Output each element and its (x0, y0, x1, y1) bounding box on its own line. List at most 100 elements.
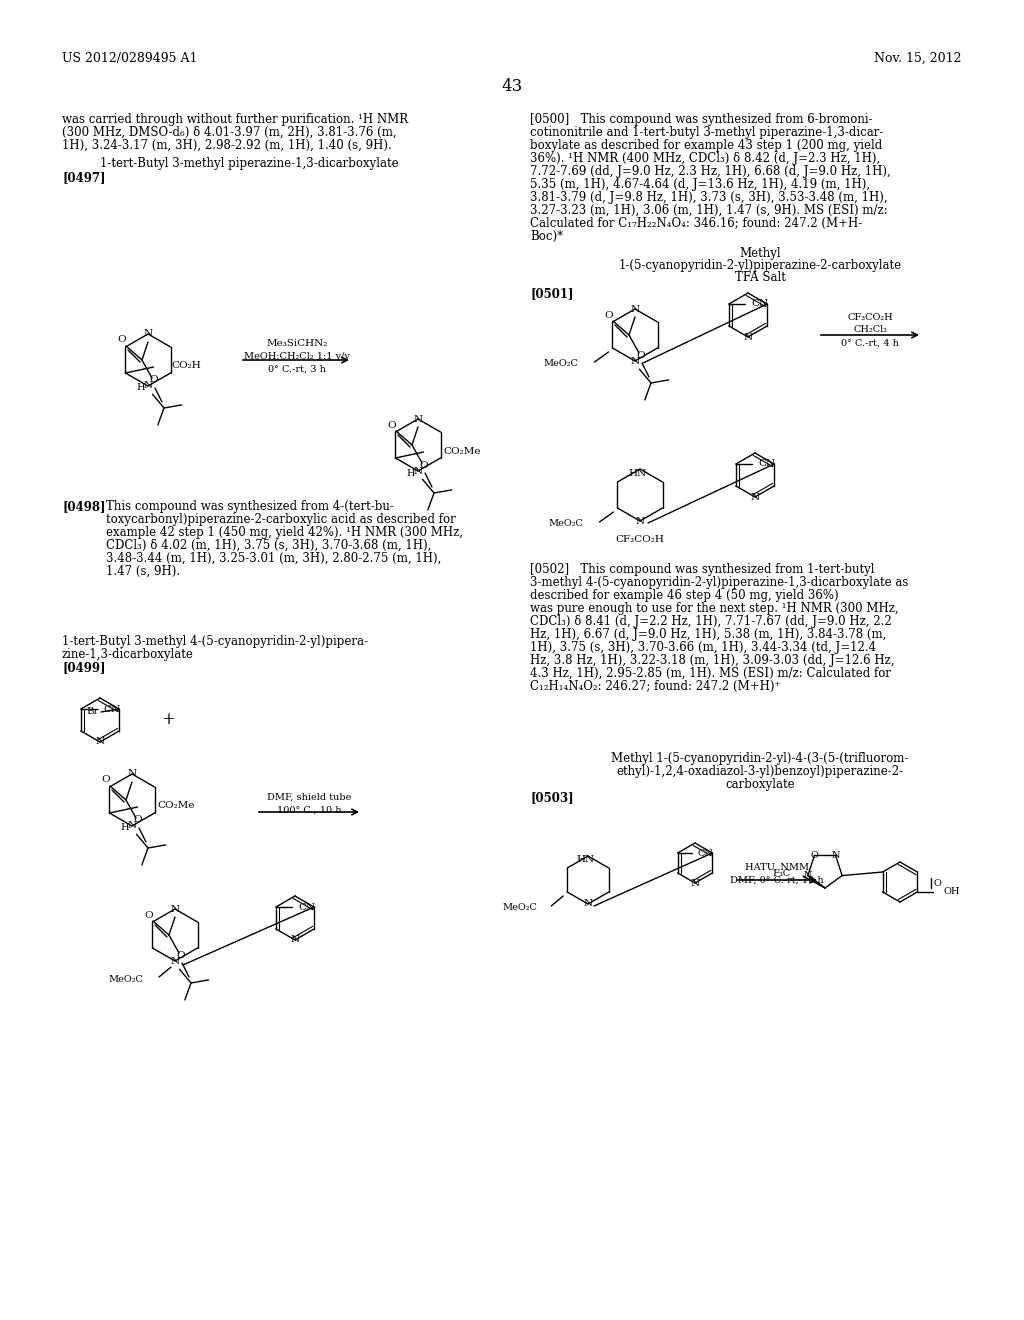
Text: Br: Br (86, 708, 99, 717)
Text: was carried through without further purification. ¹H NMR: was carried through without further puri… (62, 114, 409, 125)
Text: N: N (636, 516, 644, 525)
Text: 100° C., 10 h: 100° C., 10 h (276, 805, 341, 814)
Text: [0498]: [0498] (62, 500, 105, 513)
Text: N: N (631, 356, 640, 366)
Text: O: O (933, 879, 941, 888)
Text: O: O (144, 911, 154, 920)
Text: CDCl₃) δ 4.02 (m, 1H), 3.75 (s, 3H), 3.70-3.68 (m, 1H),: CDCl₃) δ 4.02 (m, 1H), 3.75 (s, 3H), 3.7… (106, 539, 431, 552)
Text: O: O (810, 851, 818, 859)
Text: HN: HN (629, 469, 647, 478)
Text: N: N (414, 466, 423, 475)
Text: 3-methyl 4-(5-cyanopyridin-2-yl)piperazine-1,3-dicarboxylate as: 3-methyl 4-(5-cyanopyridin-2-yl)piperazi… (530, 576, 908, 589)
Text: 4.3 Hz, 1H), 2.95-2.85 (m, 1H). MS (ESI) m/z: Calculated for: 4.3 Hz, 1H), 2.95-2.85 (m, 1H). MS (ESI)… (530, 667, 891, 680)
Text: H: H (121, 824, 129, 833)
Text: Me₃SiCHN₂: Me₃SiCHN₂ (266, 338, 328, 347)
Text: 1-tert-Butyl 3-methyl piperazine-1,3-dicarboxylate: 1-tert-Butyl 3-methyl piperazine-1,3-dic… (100, 157, 398, 170)
Text: CO₂H: CO₂H (171, 362, 202, 371)
Text: C₁₂H₁₄N₄O₂: 246.27; found: 247.2 (M+H)⁺: C₁₂H₁₄N₄O₂: 246.27; found: 247.2 (M+H)⁺ (530, 680, 780, 693)
Text: N: N (291, 936, 300, 945)
Text: [0499]: [0499] (62, 661, 105, 675)
Text: O: O (637, 351, 645, 359)
Text: [0501]: [0501] (530, 286, 573, 300)
Text: Calculated for C₁₇H₂₂N₄O₄: 346.16; found: 247.2 (M+H-: Calculated for C₁₇H₂₂N₄O₄: 346.16; found… (530, 216, 862, 230)
Text: toxycarbonyl)piperazine-2-carboxylic acid as described for: toxycarbonyl)piperazine-2-carboxylic aci… (106, 513, 456, 525)
Text: CN: CN (103, 705, 120, 714)
Text: OH: OH (943, 887, 959, 896)
Text: CN: CN (697, 849, 714, 858)
Text: O: O (118, 335, 126, 345)
Text: US 2012/0289495 A1: US 2012/0289495 A1 (62, 51, 198, 65)
Text: 3.27-3.23 (m, 1H), 3.06 (m, 1H), 1.47 (s, 9H). MS (ESI) m/z:: 3.27-3.23 (m, 1H), 3.06 (m, 1H), 1.47 (s… (530, 205, 888, 216)
Text: O: O (150, 375, 159, 384)
Text: (300 MHz, DMSO-d₆) δ 4.01-3.97 (m, 2H), 3.81-3.76 (m,: (300 MHz, DMSO-d₆) δ 4.01-3.97 (m, 2H), … (62, 125, 396, 139)
Text: H: H (407, 469, 416, 478)
Text: Methyl 1-(5-cyanopyridin-2-yl)-4-(3-(5-(trifluorom-: Methyl 1-(5-cyanopyridin-2-yl)-4-(3-(5-(… (611, 752, 908, 766)
Text: Methyl: Methyl (739, 247, 781, 260)
Text: CN: CN (298, 903, 315, 912)
Text: N: N (127, 770, 136, 779)
Text: 0° C.-rt, 3 h: 0° C.-rt, 3 h (268, 364, 326, 374)
Text: MeO₂C: MeO₂C (544, 359, 579, 368)
Text: boxylate as described for example 43 step 1 (200 mg, yield: boxylate as described for example 43 ste… (530, 139, 883, 152)
Text: N: N (751, 492, 760, 502)
Text: [0502]   This compound was synthesized from 1-tert-butyl: [0502] This compound was synthesized fro… (530, 564, 874, 576)
Text: 7.72-7.69 (dd, J=9.0 Hz, 2.3 Hz, 1H), 6.68 (d, J=9.0 Hz, 1H),: 7.72-7.69 (dd, J=9.0 Hz, 2.3 Hz, 1H), 6.… (530, 165, 891, 178)
Text: CO₂Me: CO₂Me (158, 801, 195, 810)
Text: N: N (631, 305, 640, 314)
Text: CF₃CO₂H: CF₃CO₂H (615, 536, 665, 544)
Text: Hz, 3.8 Hz, 1H), 3.22-3.18 (m, 1H), 3.09-3.03 (dd, J=12.6 Hz,: Hz, 3.8 Hz, 1H), 3.22-3.18 (m, 1H), 3.09… (530, 653, 895, 667)
Text: O: O (605, 310, 613, 319)
Text: 0° C.-rt, 4 h: 0° C.-rt, 4 h (841, 338, 899, 347)
Text: Boc)*: Boc)* (530, 230, 563, 243)
Text: [0503]: [0503] (530, 791, 573, 804)
Text: 3.48-3.44 (m, 1H), 3.25-3.01 (m, 3H), 2.80-2.75 (m, 1H),: 3.48-3.44 (m, 1H), 3.25-3.01 (m, 3H), 2.… (106, 552, 441, 565)
Text: N: N (143, 330, 153, 338)
Text: N: N (804, 871, 812, 880)
Text: MeO₂C: MeO₂C (503, 903, 538, 912)
Text: [0500]   This compound was synthesized from 6-bromoni-: [0500] This compound was synthesized fro… (530, 114, 872, 125)
Text: CDCl₃) δ 8.41 (d, J=2.2 Hz, 1H), 7.71-7.67 (dd, J=9.0 Hz, 2.2: CDCl₃) δ 8.41 (d, J=2.2 Hz, 1H), 7.71-7.… (530, 615, 892, 628)
Text: TFA Salt: TFA Salt (734, 271, 785, 284)
Text: CF₃CO₂H: CF₃CO₂H (847, 314, 893, 322)
Text: O: O (420, 461, 428, 470)
Text: N: N (95, 738, 104, 747)
Text: 1-(5-cyanopyridin-2-yl)piperazine-2-carboxylate: 1-(5-cyanopyridin-2-yl)piperazine-2-carb… (618, 259, 901, 272)
Text: O: O (388, 421, 396, 429)
Text: CN: CN (751, 300, 768, 309)
Text: HN: HN (577, 855, 595, 865)
Text: MeO₂C: MeO₂C (549, 520, 584, 528)
Text: ethyl)-1,2,4-oxadiazol-3-yl)benzoyl)piperazine-2-: ethyl)-1,2,4-oxadiazol-3-yl)benzoyl)pipe… (616, 766, 903, 777)
Text: DMF, 0° C.-rt, 10 h: DMF, 0° C.-rt, 10 h (730, 875, 824, 884)
Text: 3.81-3.79 (d, J=9.8 Hz, 1H), 3.73 (s, 3H), 3.53-3.48 (m, 1H),: 3.81-3.79 (d, J=9.8 Hz, 1H), 3.73 (s, 3H… (530, 191, 888, 205)
Text: 1-tert-Butyl 3-methyl 4-(5-cyanopyridin-2-yl)pipera-: 1-tert-Butyl 3-methyl 4-(5-cyanopyridin-… (62, 635, 368, 648)
Text: 1.47 (s, 9H).: 1.47 (s, 9H). (106, 565, 180, 578)
Text: 43: 43 (502, 78, 522, 95)
Text: O: O (101, 776, 111, 784)
Text: MeO₂C: MeO₂C (109, 974, 143, 983)
Text: O: O (134, 816, 142, 825)
Text: N: N (690, 879, 699, 887)
Text: +: + (161, 711, 175, 729)
Text: described for example 46 step 4 (50 mg, yield 36%): described for example 46 step 4 (50 mg, … (530, 589, 839, 602)
Text: F₃C: F₃C (773, 870, 791, 879)
Text: N: N (170, 904, 179, 913)
Text: zine-1,3-dicarboxylate: zine-1,3-dicarboxylate (62, 648, 194, 661)
Text: N: N (743, 333, 753, 342)
Text: O: O (177, 950, 185, 960)
Text: 36%). ¹H NMR (400 MHz, CDCl₃) δ 8.42 (d, J=2.3 Hz, 1H),: 36%). ¹H NMR (400 MHz, CDCl₃) δ 8.42 (d,… (530, 152, 881, 165)
Text: example 42 step 1 (450 mg, yield 42%). ¹H NMR (300 MHz,: example 42 step 1 (450 mg, yield 42%). ¹… (106, 525, 463, 539)
Text: Hz, 1H), 6.67 (d, J=9.0 Hz, 1H), 5.38 (m, 1H), 3.84-3.78 (m,: Hz, 1H), 6.67 (d, J=9.0 Hz, 1H), 5.38 (m… (530, 628, 887, 642)
Text: 1H), 3.24-3.17 (m, 3H), 2.98-2.92 (m, 1H), 1.40 (s, 9H).: 1H), 3.24-3.17 (m, 3H), 2.98-2.92 (m, 1H… (62, 139, 392, 152)
Text: DMF, shield tube: DMF, shield tube (267, 792, 351, 801)
Text: This compound was synthesized from 4-(tert-bu-: This compound was synthesized from 4-(te… (106, 500, 394, 513)
Text: cotinonitrile and 1-tert-butyl 3-methyl piperazine-1,3-dicar-: cotinonitrile and 1-tert-butyl 3-methyl … (530, 125, 884, 139)
Text: N: N (127, 821, 136, 830)
Text: H: H (136, 384, 145, 392)
Text: Nov. 15, 2012: Nov. 15, 2012 (874, 51, 962, 65)
Text: 1H), 3.75 (s, 3H), 3.70-3.66 (m, 1H), 3.44-3.34 (td, J=12.4: 1H), 3.75 (s, 3H), 3.70-3.66 (m, 1H), 3.… (530, 642, 877, 653)
Text: carboxylate: carboxylate (725, 777, 795, 791)
Text: N: N (414, 414, 423, 424)
Text: MeOH:CH₂Cl₂ 1:1 v/v: MeOH:CH₂Cl₂ 1:1 v/v (244, 351, 350, 360)
Text: 5.35 (m, 1H), 4.67-4.64 (d, J=13.6 Hz, 1H), 4.19 (m, 1H),: 5.35 (m, 1H), 4.67-4.64 (d, J=13.6 Hz, 1… (530, 178, 870, 191)
Text: CH₂Cl₂: CH₂Cl₂ (853, 326, 887, 334)
